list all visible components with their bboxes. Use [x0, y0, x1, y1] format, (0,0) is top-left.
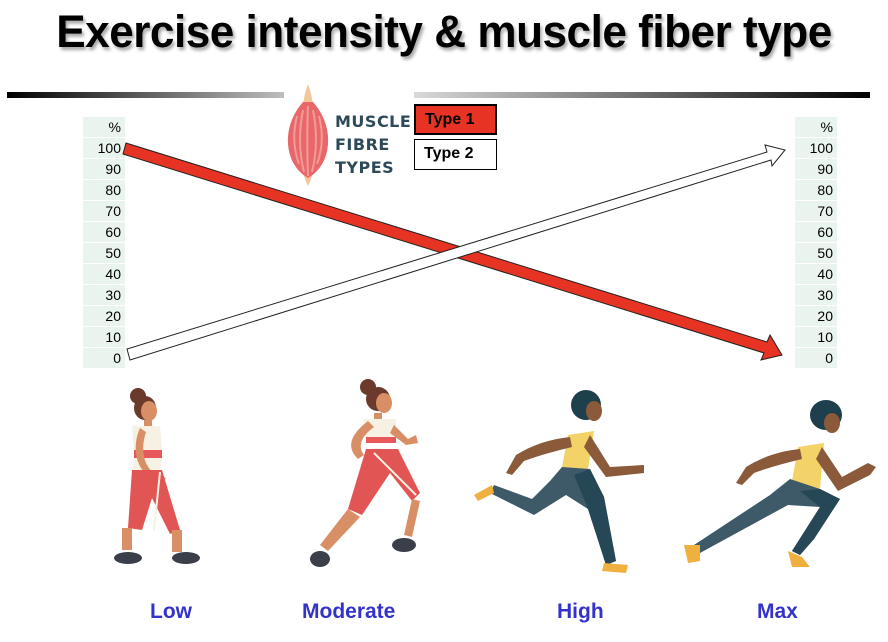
axis-tick: 10: [795, 327, 837, 347]
walking-woman-icon: [114, 388, 200, 564]
fibre-line: FIBRE: [335, 135, 390, 154]
running-woman-icon: [474, 390, 644, 573]
intensity-high-label: High: [557, 600, 604, 623]
axis-tick: 0: [83, 348, 125, 368]
axis-tick: 0: [795, 348, 837, 368]
axis-tick: 40: [83, 264, 125, 284]
axis-tick: 80: [83, 180, 125, 200]
types-line: TYPES: [335, 158, 395, 177]
axis-tick: 20: [795, 306, 837, 326]
axis-tick: 80: [795, 180, 837, 200]
axis-tick: 60: [83, 222, 125, 242]
axis-unit: %: [83, 117, 125, 137]
divider-left: [7, 92, 284, 98]
axis-tick: 40: [795, 264, 837, 284]
axis-tick: 90: [795, 159, 837, 179]
axis-tick: 50: [83, 243, 125, 263]
jogging-woman-icon: [310, 379, 420, 567]
axis-tick: 20: [83, 306, 125, 326]
divider-right: [414, 92, 870, 98]
page-title: Exercise intensity & muscle fiber type: [56, 6, 832, 57]
sprinting-woman-icon: [684, 400, 876, 567]
legend-type2: Type 2: [414, 139, 497, 170]
intensity-moderate-label: Moderate: [302, 600, 396, 623]
muscle-line: MUSCLE: [335, 112, 412, 131]
axis-tick: 90: [83, 159, 125, 179]
axis-tick: 70: [795, 201, 837, 221]
left-axis: % 100 90 80 70 60 50 40 30 20 10 0: [83, 117, 125, 369]
type2-arrow: [126, 144, 786, 361]
axis-tick: 30: [83, 285, 125, 305]
intensity-max-label: Max: [757, 600, 798, 623]
axis-unit: %: [795, 117, 837, 137]
legend-type1: Type 1: [414, 104, 497, 135]
axis-tick: 50: [795, 243, 837, 263]
muscle-fibre-types-label: MUSCLE FIBRE TYPES: [335, 110, 411, 179]
axis-tick: 10: [83, 327, 125, 347]
intensity-low-label: Low: [150, 600, 192, 623]
axis-tick: 100: [83, 138, 125, 158]
axis-tick: 60: [795, 222, 837, 242]
right-axis: % 100 90 80 70 60 50 40 30 20 10 0: [795, 117, 837, 369]
muscle-icon: [287, 84, 329, 186]
axis-tick: 100: [795, 138, 837, 158]
axis-tick: 70: [83, 201, 125, 221]
axis-tick: 30: [795, 285, 837, 305]
